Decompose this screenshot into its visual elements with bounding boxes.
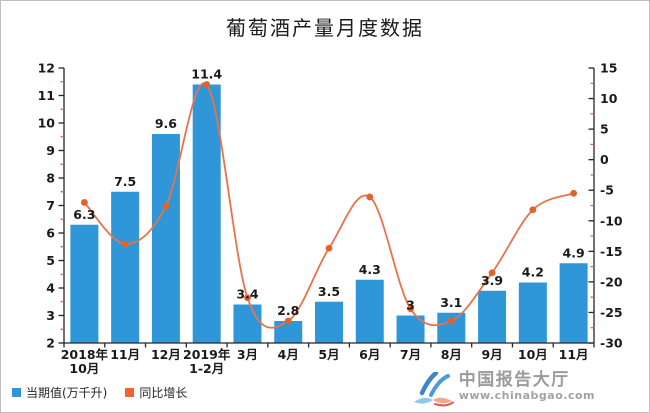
legend-item-current-value: 当期值(万千升)	[12, 384, 107, 401]
legend-label-current-value: 当期值(万千升)	[26, 386, 108, 400]
svg-text:4.3: 4.3	[359, 262, 381, 277]
svg-text:9.6: 9.6	[155, 116, 177, 131]
svg-text:-10: -10	[600, 213, 623, 228]
svg-text:9: 9	[46, 143, 55, 158]
svg-text:11: 11	[38, 88, 55, 103]
svg-text:3.1: 3.1	[440, 295, 462, 310]
svg-text:10: 10	[600, 91, 618, 106]
svg-text:5: 5	[46, 253, 55, 268]
svg-text:0: 0	[600, 152, 609, 167]
svg-text:15: 15	[600, 61, 617, 76]
legend-item-yoy-growth: 同比增长	[125, 384, 187, 401]
svg-text:-5: -5	[600, 183, 614, 198]
svg-text:10: 10	[38, 116, 56, 131]
bar-series-swatch-icon	[12, 388, 21, 397]
svg-text:4: 4	[46, 281, 55, 296]
svg-text:8: 8	[46, 171, 55, 186]
svg-text:3: 3	[46, 308, 55, 323]
svg-text:3: 3	[406, 298, 415, 313]
chart-title: 葡萄酒产量月度数据	[226, 16, 424, 40]
svg-text:5: 5	[600, 122, 609, 137]
svg-text:8月: 8月	[441, 347, 462, 362]
watermark-url: www.chinabgao.com	[458, 388, 595, 402]
watermark-brand: 中国报告大厅	[458, 370, 570, 390]
svg-text:3月: 3月	[237, 347, 258, 362]
svg-text:-30: -30	[600, 336, 623, 351]
svg-text:12月: 12月	[151, 347, 181, 362]
svg-text:4.2: 4.2	[522, 265, 544, 280]
svg-text:6: 6	[46, 226, 55, 241]
svg-text:-15: -15	[600, 244, 623, 259]
svg-text:2: 2	[46, 336, 55, 351]
svg-text:-20: -20	[600, 274, 623, 289]
watermark: 中国报告大厅 www.chinabgao.com	[412, 370, 595, 408]
svg-text:12: 12	[38, 61, 55, 76]
svg-text:11月: 11月	[110, 347, 140, 362]
svg-text:3.4: 3.4	[236, 287, 258, 302]
svg-text:4.9: 4.9	[563, 245, 585, 260]
svg-text:5月: 5月	[318, 347, 339, 362]
svg-text:7月: 7月	[400, 347, 421, 362]
legend: 当期值(万千升) 同比增长	[12, 384, 187, 401]
svg-text:9月: 9月	[481, 347, 502, 362]
line-series-swatch-icon	[125, 388, 135, 397]
svg-text:-25: -25	[600, 305, 623, 320]
svg-text:3.5: 3.5	[318, 284, 340, 299]
svg-text:6.3: 6.3	[73, 207, 95, 222]
svg-text:7: 7	[46, 198, 55, 213]
legend-label-yoy-growth: 同比增长	[139, 386, 188, 400]
chinabgao-logo-icon	[413, 372, 454, 407]
svg-text:11月: 11月	[559, 347, 589, 362]
svg-text:11.4: 11.4	[191, 67, 222, 82]
svg-text:4月: 4月	[278, 347, 299, 362]
svg-text:6月: 6月	[359, 347, 380, 362]
svg-text:2.8: 2.8	[277, 303, 299, 318]
svg-text:3.9: 3.9	[481, 273, 503, 288]
svg-text:10月: 10月	[518, 347, 548, 362]
svg-text:7.5: 7.5	[114, 174, 136, 189]
